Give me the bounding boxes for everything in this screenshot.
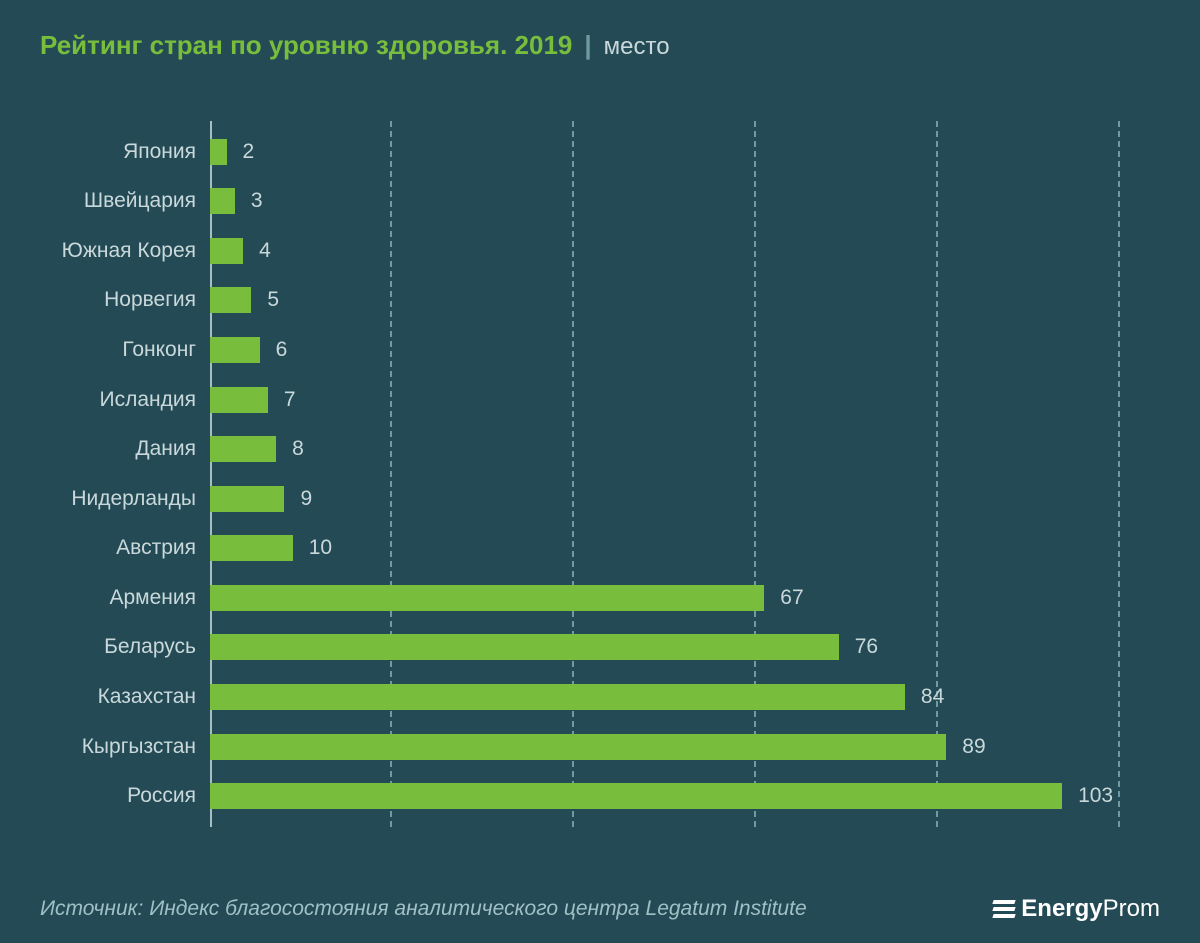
bar-label: Армения: [109, 586, 196, 610]
bar-label: Дания: [135, 437, 196, 461]
bar-row: Австрия10: [210, 534, 1120, 562]
bar-label: Южная Корея: [62, 239, 196, 263]
bar: [210, 188, 235, 214]
bar-row: Норвегия5: [210, 286, 1120, 314]
bar: [210, 238, 243, 264]
bar: [210, 535, 293, 561]
bar-value: 7: [284, 388, 296, 412]
bar-value: 6: [276, 338, 288, 362]
bar-value: 10: [309, 536, 332, 560]
logo-bold: Energy: [1021, 895, 1102, 922]
title-sub: место: [604, 33, 670, 61]
bar-value: 8: [292, 437, 304, 461]
bar: [210, 387, 268, 413]
bar-row: Гонконг6: [210, 336, 1120, 364]
bar-row: Беларусь76: [210, 633, 1120, 661]
bar-label: Япония: [123, 140, 196, 164]
bar-row: Россия103: [210, 782, 1120, 810]
title-separator: |: [584, 30, 591, 61]
logo-light: Prom: [1103, 895, 1160, 922]
bar-label: Норвегия: [104, 288, 196, 312]
bar: [210, 139, 227, 165]
bar-value: 103: [1078, 784, 1113, 808]
bar-label: Исландия: [100, 388, 196, 412]
bar: [210, 486, 284, 512]
bar-label: Россия: [127, 784, 196, 808]
bar-row: Армения67: [210, 584, 1120, 612]
bar: [210, 734, 946, 760]
bar-row: Швейцария3: [210, 187, 1120, 215]
source-text: Источник: Индекс благосостояния аналитич…: [40, 897, 807, 921]
bar-label: Беларусь: [104, 635, 196, 659]
bar-value: 3: [251, 189, 263, 213]
bar-row: Япония2: [210, 138, 1120, 166]
logo-icon: [993, 900, 1015, 918]
plot-area: Япония2 Швейцария3 Южная Корея4 Норвегия5 Го…: [210, 121, 1120, 827]
bar-row: Дания8: [210, 435, 1120, 463]
bar-value: 89: [962, 735, 985, 759]
bar-row: Южная Корея4: [210, 237, 1120, 265]
bar-label: Кыргызстан: [82, 735, 196, 759]
chart-container: Рейтинг стран по уровню здоровья. 2019 |…: [0, 0, 1200, 943]
bars: Япония2 Швейцария3 Южная Корея4 Норвегия5 Го…: [210, 121, 1120, 827]
bar: [210, 287, 251, 313]
title-main: Рейтинг стран по уровню здоровья. 2019: [40, 30, 572, 61]
bar-label: Нидерланды: [71, 487, 196, 511]
bar-value: 67: [780, 586, 803, 610]
bar-value: 4: [259, 239, 271, 263]
bar-value: 9: [300, 487, 312, 511]
bar-label: Швейцария: [84, 189, 196, 213]
bar: [210, 684, 905, 710]
bar-row: Исландия7: [210, 386, 1120, 414]
bar: [210, 436, 276, 462]
bar-value: 2: [243, 140, 255, 164]
bar-label: Австрия: [116, 536, 196, 560]
bar: [210, 585, 764, 611]
bar-value: 76: [855, 635, 878, 659]
bar-row: Кыргызстан89: [210, 733, 1120, 761]
bar-value: 5: [267, 288, 279, 312]
bar: [210, 337, 260, 363]
bar-row: Казахстан84: [210, 683, 1120, 711]
chart-title: Рейтинг стран по уровню здоровья. 2019 |…: [40, 30, 1160, 61]
logo: EnergyProm: [993, 895, 1160, 923]
bar-value: 84: [921, 685, 944, 709]
bar: [210, 783, 1062, 809]
logo-text: EnergyProm: [1021, 895, 1160, 923]
bar-label: Гонконг: [122, 338, 196, 362]
bar-row: Нидерланды9: [210, 485, 1120, 513]
footer: Источник: Индекс благосостояния аналитич…: [40, 887, 1160, 923]
bar-label: Казахстан: [98, 685, 196, 709]
bar: [210, 634, 839, 660]
